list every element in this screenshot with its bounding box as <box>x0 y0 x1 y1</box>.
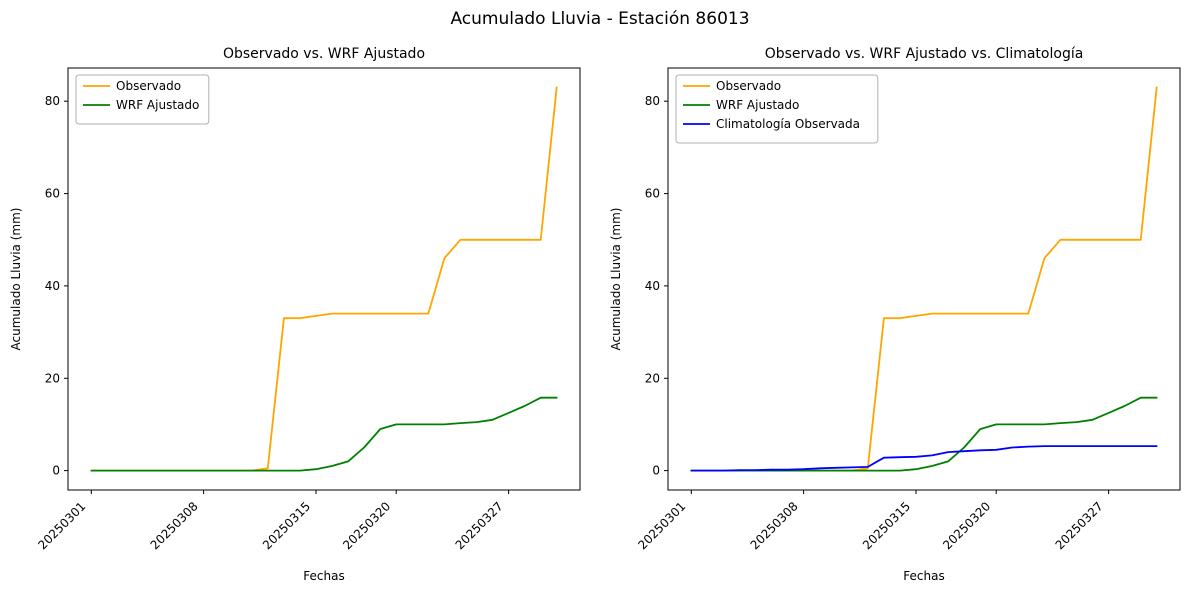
series-line-wrf-ajustado <box>90 396 558 472</box>
y-tick-label: 20 <box>45 371 60 385</box>
x-tick-label: 20250301 <box>635 499 688 552</box>
y-tick-label: 0 <box>652 464 660 478</box>
axes-frame <box>67 67 581 491</box>
series-line-observado <box>90 86 558 472</box>
x-tick-label: 20250327 <box>453 499 506 552</box>
axes-frame <box>667 67 1181 491</box>
legend-label: WRF Ajustado <box>716 98 799 112</box>
legend-label: WRF Ajustado <box>116 98 199 112</box>
chart-observado-vs-wrf: Observado vs. WRF Ajustado 0 20 40 60 80 20250… <box>9 46 581 583</box>
y-tick-label: 20 <box>645 371 660 385</box>
legend-label: Climatología Observada <box>716 117 860 131</box>
x-tick-label: 20250320 <box>340 499 393 552</box>
series-line-observado <box>690 86 1158 472</box>
y-tick-label: 40 <box>45 279 60 293</box>
y-axis-label: Acumulado Lluvia (mm) <box>609 208 623 351</box>
y-axis-label: Acumulado Lluvia (mm) <box>9 208 23 351</box>
legend-box <box>675 74 879 144</box>
legend-box <box>75 74 210 125</box>
x-axis-label: Fechas <box>303 569 344 583</box>
x-tick-label: 20250327 <box>1053 499 1106 552</box>
x-axis-label: Fechas <box>903 569 944 583</box>
x-tick-label: 20250308 <box>148 499 201 552</box>
x-tick-label: 20250315 <box>860 499 913 552</box>
y-tick-label: 60 <box>645 187 660 201</box>
series-line-climatología-observada <box>690 445 1158 472</box>
y-tick-label: 0 <box>52 464 60 478</box>
x-tick-label: 20250315 <box>260 499 313 552</box>
chart-observado-vs-wrf-vs-climatologia: Observado vs. WRF Ajustado vs. Climatolo… <box>609 46 1181 583</box>
x-tick-label: 20250308 <box>748 499 801 552</box>
y-tick-label: 60 <box>45 187 60 201</box>
x-tick-label: 20250320 <box>940 499 993 552</box>
subplot-title: Observado vs. WRF Ajustado vs. Climatolo… <box>765 46 1084 62</box>
figure-title: Acumulado Lluvia - Estación 86013 <box>450 9 750 29</box>
legend-label: Observado <box>716 79 781 93</box>
y-tick-label: 40 <box>645 279 660 293</box>
x-tick-label: 20250301 <box>35 499 88 552</box>
legend-label: Observado <box>116 79 181 93</box>
series-line-wrf-ajustado <box>690 396 1158 472</box>
y-tick-label: 80 <box>45 94 60 108</box>
y-tick-label: 80 <box>645 94 660 108</box>
subplot-title: Observado vs. WRF Ajustado <box>223 46 425 62</box>
